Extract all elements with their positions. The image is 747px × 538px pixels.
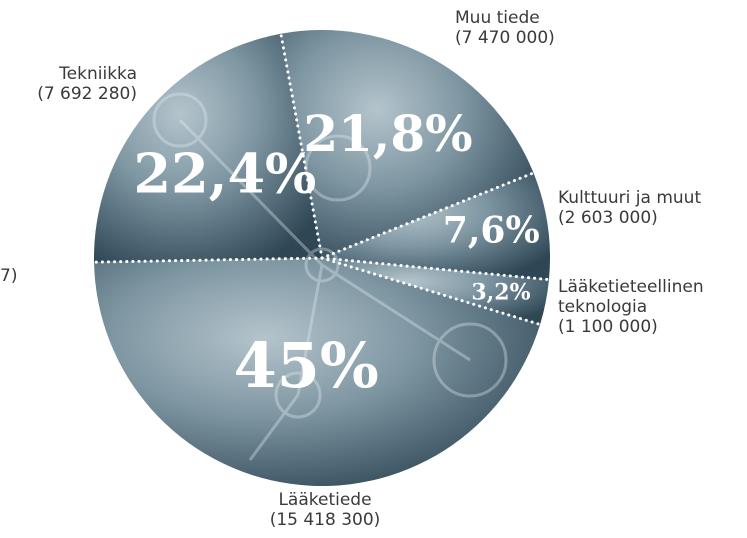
amount-label: (7 470 000) <box>455 28 555 48</box>
pie-slice <box>94 33 322 263</box>
amount-label: (7 692 280) <box>37 84 137 104</box>
decor-bond <box>248 394 300 461</box>
amount-label: (15 418 300) <box>269 510 381 530</box>
decor-bond <box>321 263 471 362</box>
slice-divider <box>320 256 551 282</box>
slice-divider <box>92 256 324 264</box>
slice-divider <box>279 32 324 260</box>
percent-label: 45% <box>234 329 379 402</box>
slice-label: Lääketiede (15 418 300) <box>225 490 425 530</box>
decor-sphere <box>152 92 208 148</box>
slice-label: Kulttuuri ja muut (2 603 000) <box>558 188 747 228</box>
pie-slice <box>94 258 541 487</box>
percent-label: 3,2% <box>471 279 530 305</box>
category-name: Muu tiede <box>455 8 540 28</box>
pie-slice <box>322 172 550 280</box>
percent-label: 22,4% <box>134 142 317 206</box>
cut-off-label: 7) <box>0 266 18 286</box>
amount-label: (2 603 000) <box>558 208 658 228</box>
decor-sphere <box>432 322 508 398</box>
slice-divider <box>320 171 536 260</box>
percent-label: 21,8% <box>303 104 472 163</box>
category-name: Lääketiede <box>278 490 372 510</box>
pie-slice <box>280 30 534 258</box>
slice-label: Tekniikka (7 692 280) <box>0 64 137 104</box>
slice-label: Lääketieteellinen teknologia (1 100 000) <box>558 277 728 337</box>
category-name: Kulttuuri ja muut <box>558 188 702 208</box>
decor-sphere <box>274 371 322 419</box>
category-name: Lääketieteellinen teknologia <box>558 277 704 317</box>
slice-divider <box>320 256 542 327</box>
percent-label: 7,6% <box>443 209 540 251</box>
amount-label: (1 100 000) <box>558 317 658 337</box>
decor-bond <box>296 264 324 396</box>
category-name: Tekniikka <box>59 64 137 84</box>
slice-label: Muu tiede (7 470 000) <box>455 8 655 48</box>
decor-bond <box>178 118 324 267</box>
decor-sphere <box>304 247 340 283</box>
